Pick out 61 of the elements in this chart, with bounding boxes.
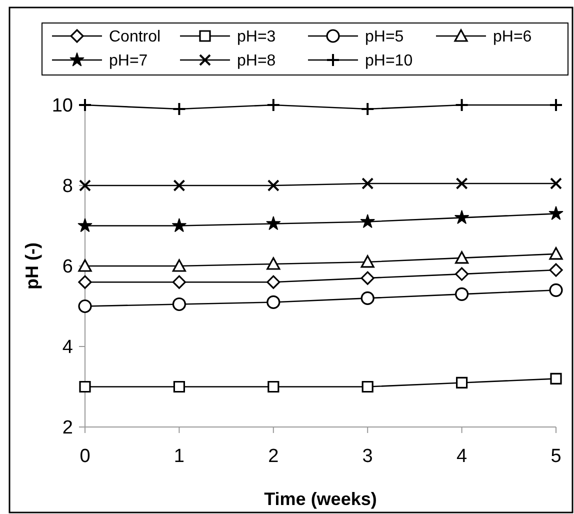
point [172,259,186,272]
legend-label: pH=5 [365,28,404,46]
y-tick-label: 4 [62,337,74,358]
point [268,380,280,393]
y-tick-label: 8 [62,176,73,198]
point [172,297,186,312]
point [360,255,374,268]
point [550,177,562,190]
point [360,291,374,305]
point [266,295,280,310]
legend-label: Control [109,28,161,46]
x-tick-label: 5 [550,446,562,467]
x-tick-label: 3 [362,446,373,467]
y-tick-label: 6 [62,256,73,278]
y-tick-label: 2 [62,418,73,439]
point [360,102,375,116]
x-tick-label: 2 [268,446,279,467]
point [548,206,564,220]
point [173,380,185,393]
legend-label: pH=3 [237,28,276,46]
point [455,251,469,264]
point [173,180,186,192]
point [78,98,92,112]
point [79,380,91,393]
point [172,218,186,232]
point [549,98,563,112]
y-tick-label: 10 [52,96,73,117]
point [78,275,92,289]
point [362,177,374,190]
point [362,380,374,393]
x-tick-label: 0 [80,446,90,467]
point [266,98,280,112]
point [455,267,469,281]
point [78,218,92,232]
point [266,275,280,289]
point [549,263,563,277]
point [550,372,562,384]
point [266,257,280,270]
point [78,299,92,314]
point [360,214,375,228]
point [549,247,563,260]
point [456,177,468,190]
legend-label: pH=8 [237,52,276,70]
point [266,216,281,230]
x-tick-label: 1 [174,446,184,467]
legend-label: pH=7 [109,52,148,70]
point [454,210,469,224]
point [79,180,91,192]
point [172,102,186,116]
point [172,275,186,289]
legend-label: pH=10 [365,52,413,70]
y-axis-title: pH (-) [22,242,42,290]
point [267,180,280,192]
point [549,283,563,297]
legend-label: pH=6 [493,28,532,46]
point [455,287,469,301]
x-tick-label: 4 [456,446,468,467]
point [454,98,469,112]
point [360,271,374,285]
x-axis-title: Time (weeks) [264,489,377,509]
point [456,376,468,389]
